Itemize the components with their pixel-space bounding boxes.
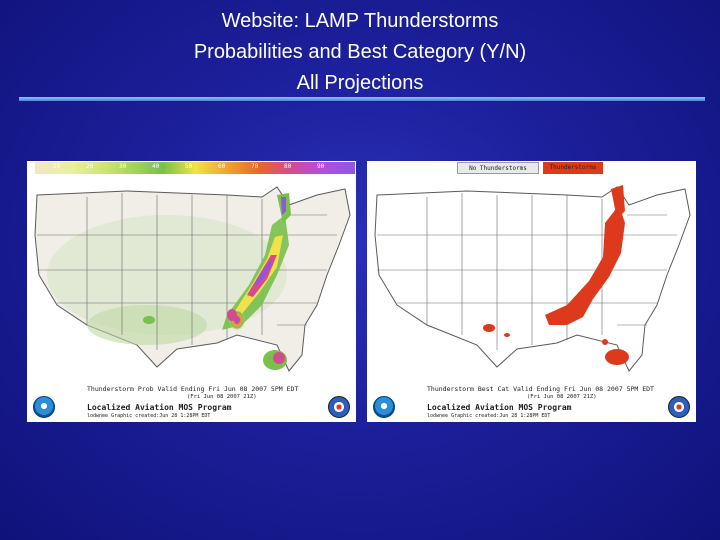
title-line-3: All Projections bbox=[296, 72, 424, 94]
title-line-2: Probabilities and Best Category (Y/N) bbox=[193, 41, 527, 63]
colorbar-tick: 60 bbox=[218, 163, 226, 170]
map-caption: Thunderstorm Best Cat Valid Ending Fri J… bbox=[427, 385, 654, 393]
graphic-created: lodwnee Graphic created:Jun 28 1:28PM ED… bbox=[427, 413, 551, 419]
slide-title: Website: LAMP Thunderstorms Probabilitie… bbox=[0, 6, 720, 99]
map-sub-caption: (Fri Jun 08 2007 21Z) bbox=[187, 394, 257, 400]
colorbar-tick: 40 bbox=[152, 163, 160, 170]
title-rule bbox=[19, 97, 705, 102]
map-caption: Thunderstorm Prob Valid Ending Fri Jun 0… bbox=[87, 385, 299, 393]
colorbar-tick: 20 bbox=[86, 163, 94, 170]
noaa-logo bbox=[33, 396, 55, 418]
nws-logo bbox=[328, 396, 350, 418]
colorbar-tick: 30 bbox=[119, 163, 127, 170]
program-name: Localized Aviation MOS Program bbox=[427, 403, 572, 412]
noaa-logo bbox=[373, 396, 395, 418]
thunderstorm-best-category-map: No Thunderstorms Thunderstorms Thunderst… bbox=[367, 161, 696, 422]
map-sub-caption: (Fri Jun 08 2007 21Z) bbox=[527, 394, 597, 400]
us-map-probability bbox=[34, 186, 351, 372]
colorbar-tick: 80 bbox=[284, 163, 292, 170]
legend-no-thunderstorms: No Thunderstorms bbox=[457, 162, 539, 174]
colorbar-tick: 10 bbox=[53, 163, 61, 170]
nws-logo bbox=[668, 396, 690, 418]
probability-colorbar bbox=[35, 162, 355, 174]
left-panel-footer: Thunderstorm Prob Valid Ending Fri Jun 0… bbox=[27, 380, 356, 422]
colorbar-tick: 70 bbox=[251, 163, 259, 170]
colorbar-tick: 90 bbox=[317, 163, 325, 170]
colorbar-ticks: 10 20 30 40 50 60 70 80 90 bbox=[35, 162, 355, 174]
right-panel-footer: Thunderstorm Best Cat Valid Ending Fri J… bbox=[367, 380, 696, 422]
title-line-1: Website: LAMP Thunderstorms bbox=[221, 10, 499, 32]
program-name: Localized Aviation MOS Program bbox=[87, 403, 232, 412]
us-map-category bbox=[374, 185, 691, 372]
legend-thunderstorms: Thunderstorms bbox=[543, 162, 603, 174]
thunderstorm-probability-map: 10 20 30 40 50 60 70 80 90 bbox=[27, 161, 356, 422]
colorbar-tick: 50 bbox=[185, 163, 193, 170]
graphic-created: lodwnee Graphic created:Jun 28 1:28PM ED… bbox=[87, 413, 211, 419]
